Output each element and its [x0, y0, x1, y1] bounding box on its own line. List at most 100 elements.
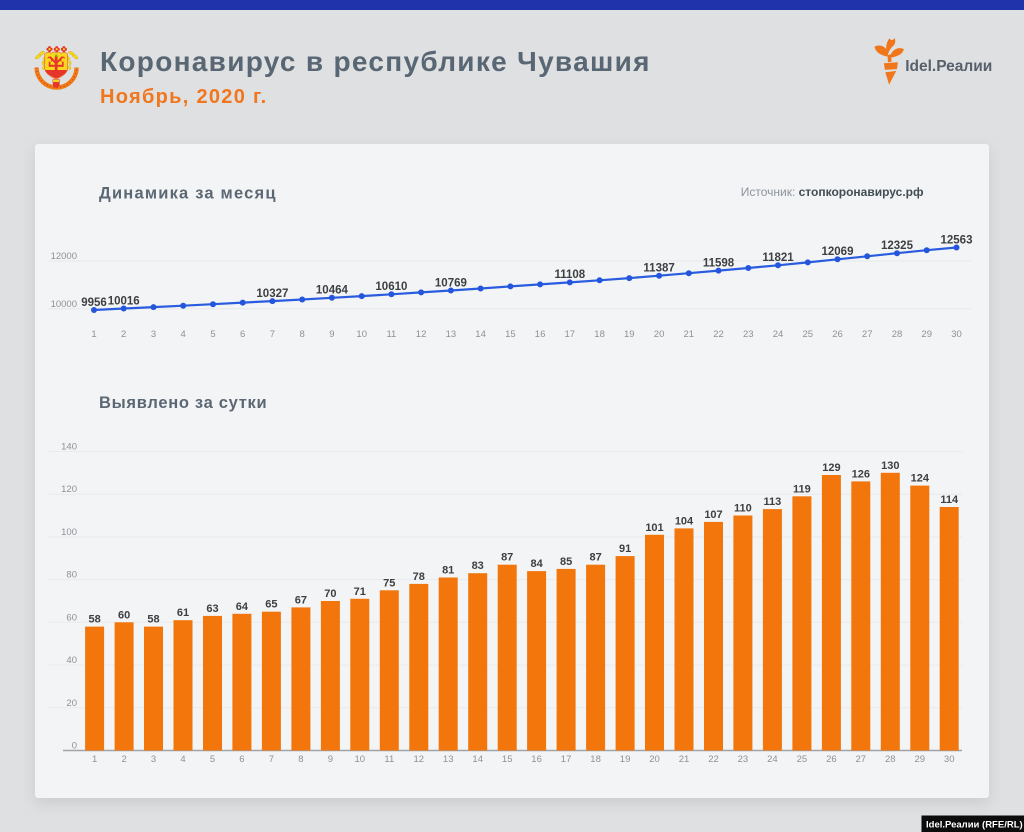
- svg-text:87: 87: [589, 552, 601, 564]
- svg-text:20: 20: [649, 754, 660, 765]
- svg-text:130: 130: [881, 460, 899, 472]
- svg-text:17: 17: [565, 329, 576, 340]
- svg-text:10769: 10769: [435, 277, 467, 289]
- svg-text:22: 22: [713, 329, 724, 340]
- svg-text:23: 23: [743, 329, 754, 340]
- svg-text:6: 6: [239, 754, 244, 765]
- svg-text:14: 14: [472, 754, 483, 765]
- svg-text:12069: 12069: [822, 246, 854, 258]
- svg-text:81: 81: [442, 565, 454, 577]
- svg-text:85: 85: [560, 556, 572, 568]
- svg-text:87: 87: [501, 552, 513, 564]
- svg-text:91: 91: [619, 543, 631, 555]
- svg-text:30: 30: [951, 329, 962, 340]
- svg-text:78: 78: [413, 571, 425, 583]
- svg-text:11387: 11387: [643, 263, 674, 275]
- svg-text:24: 24: [767, 754, 778, 765]
- svg-text:60: 60: [66, 612, 77, 623]
- svg-text:11: 11: [384, 754, 394, 765]
- svg-text:25: 25: [797, 754, 808, 765]
- svg-text:27: 27: [856, 754, 867, 765]
- svg-text:10: 10: [356, 329, 367, 340]
- svg-text:119: 119: [793, 483, 811, 495]
- svg-text:4: 4: [180, 754, 185, 765]
- svg-text:12: 12: [414, 754, 425, 765]
- svg-text:129: 129: [822, 462, 840, 474]
- svg-text:15: 15: [502, 754, 513, 765]
- svg-text:5: 5: [210, 329, 215, 340]
- svg-text:2: 2: [121, 754, 126, 765]
- svg-text:9: 9: [329, 329, 334, 340]
- svg-text:1: 1: [91, 329, 96, 340]
- svg-text:1: 1: [92, 754, 97, 765]
- svg-text:20: 20: [66, 698, 77, 709]
- svg-text:40: 40: [66, 655, 77, 666]
- svg-text:84: 84: [530, 558, 543, 570]
- svg-text:21: 21: [679, 754, 690, 765]
- svg-text:21: 21: [684, 329, 695, 340]
- svg-text:Ноябрь, 2020 г.: Ноябрь, 2020 г.: [100, 86, 267, 108]
- svg-text:15: 15: [505, 329, 516, 340]
- svg-text:Idel.Реалии: Idel.Реалии: [905, 58, 992, 75]
- svg-text:11821: 11821: [762, 252, 794, 264]
- svg-text:28: 28: [885, 754, 896, 765]
- svg-text:83: 83: [472, 560, 484, 572]
- svg-text:140: 140: [61, 442, 77, 453]
- svg-text:100: 100: [61, 527, 77, 538]
- svg-text:71: 71: [354, 586, 366, 598]
- svg-text:27: 27: [862, 329, 873, 340]
- svg-text:7: 7: [269, 754, 274, 765]
- svg-text:65: 65: [265, 599, 277, 611]
- svg-text:11: 11: [386, 329, 396, 340]
- svg-text:25: 25: [803, 329, 814, 340]
- svg-text:26: 26: [832, 329, 843, 340]
- svg-text:64: 64: [236, 601, 249, 613]
- svg-text:16: 16: [531, 754, 542, 765]
- svg-text:5: 5: [210, 754, 215, 765]
- svg-text:11108: 11108: [554, 269, 585, 281]
- svg-text:Idel.Реалии (RFE/RL): Idel.Реалии (RFE/RL): [926, 820, 1023, 831]
- svg-text:67: 67: [295, 594, 307, 606]
- svg-text:Динамика за месяц: Динамика за месяц: [99, 185, 277, 203]
- svg-text:120: 120: [61, 484, 77, 495]
- svg-text:29: 29: [921, 329, 932, 340]
- svg-text:3: 3: [151, 754, 156, 765]
- svg-text:23: 23: [738, 754, 749, 765]
- svg-text:2: 2: [121, 329, 126, 340]
- svg-text:4: 4: [181, 329, 186, 340]
- svg-text:104: 104: [675, 515, 694, 527]
- svg-text:13: 13: [446, 329, 457, 340]
- svg-text:19: 19: [620, 754, 631, 765]
- svg-text:Коронавирус в республике Чуваш: Коронавирус в республике Чувашия: [100, 46, 651, 77]
- svg-text:110: 110: [734, 503, 752, 515]
- svg-text:107: 107: [704, 509, 722, 521]
- svg-text:12325: 12325: [881, 240, 914, 252]
- svg-text:7: 7: [270, 329, 275, 340]
- svg-text:Выявлено за сутки: Выявлено за сутки: [99, 394, 267, 412]
- svg-text:60: 60: [118, 609, 130, 621]
- svg-text:8: 8: [300, 329, 305, 340]
- svg-text:58: 58: [88, 614, 100, 626]
- svg-text:10464: 10464: [316, 285, 349, 297]
- svg-text:9: 9: [328, 754, 333, 765]
- svg-text:10: 10: [355, 754, 366, 765]
- svg-text:17: 17: [561, 754, 572, 765]
- svg-text:14: 14: [475, 329, 486, 340]
- svg-text:80: 80: [66, 570, 77, 581]
- svg-text:10016: 10016: [108, 295, 140, 307]
- svg-text:Источник: стопкоронавирус.рф: Источник: стопкоронавирус.рф: [741, 185, 924, 199]
- svg-text:16: 16: [535, 329, 546, 340]
- svg-text:11598: 11598: [703, 257, 735, 269]
- svg-text:6: 6: [240, 329, 245, 340]
- svg-text:61: 61: [177, 607, 189, 619]
- svg-text:114: 114: [940, 494, 959, 506]
- svg-text:20: 20: [654, 329, 665, 340]
- svg-text:101: 101: [645, 522, 663, 534]
- svg-text:22: 22: [708, 754, 719, 765]
- svg-text:58: 58: [147, 614, 159, 626]
- svg-text:0: 0: [72, 741, 77, 752]
- svg-text:18: 18: [594, 329, 605, 340]
- svg-text:63: 63: [206, 603, 218, 615]
- svg-text:12563: 12563: [941, 234, 973, 246]
- svg-text:30: 30: [944, 754, 955, 765]
